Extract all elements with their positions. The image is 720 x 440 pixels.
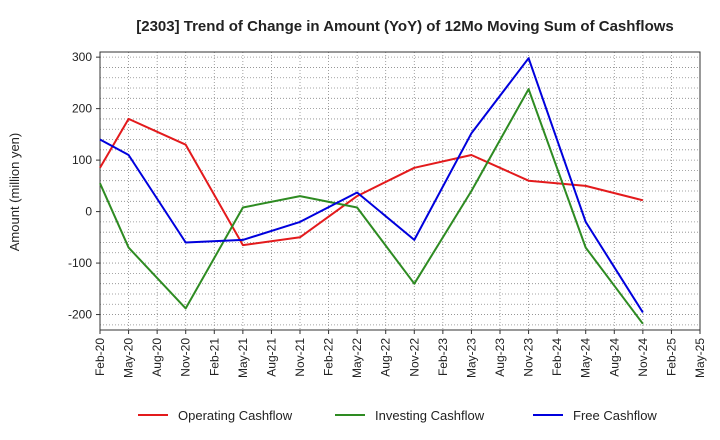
y-tick-label: -200 xyxy=(68,308,92,322)
y-tick-label: -100 xyxy=(68,256,92,270)
x-tick-label: Nov-24 xyxy=(636,338,650,377)
x-tick-label: Feb-22 xyxy=(322,338,336,376)
y-tick-label: 200 xyxy=(72,102,92,116)
x-tick-label: Feb-24 xyxy=(550,338,564,376)
series-line-operating-cashflow xyxy=(99,117,644,247)
y-tick-label: 300 xyxy=(72,50,92,64)
legend: Operating Cashflow Investing Cashflow Free… xyxy=(138,408,657,423)
plot-area xyxy=(99,51,701,331)
x-tick-label: Feb-20 xyxy=(93,338,107,376)
series-line-investing-cashflow xyxy=(99,88,644,325)
x-tick-label: Nov-20 xyxy=(179,338,193,377)
x-tick-label: Feb-21 xyxy=(207,338,221,376)
x-tick-label: May-25 xyxy=(693,338,707,378)
y-axis-label: Amount (million yen) xyxy=(7,133,22,252)
x-tick-label: Feb-25 xyxy=(664,338,678,376)
x-tick-label: Aug-22 xyxy=(379,338,393,377)
x-tick-label: Aug-24 xyxy=(607,338,621,377)
y-tick-label: 0 xyxy=(85,205,92,219)
x-tick-label: Feb-23 xyxy=(436,338,450,376)
x-tick-label: Nov-22 xyxy=(407,338,421,377)
x-tick-label: May-21 xyxy=(236,338,250,378)
x-tick-label: May-22 xyxy=(350,338,364,378)
y-tick-label: 100 xyxy=(72,153,92,167)
series-lines xyxy=(99,57,644,325)
x-tick-label: May-20 xyxy=(122,338,136,378)
x-tick-label: Aug-23 xyxy=(493,338,507,377)
y-axis: 300 200 100 0 -100 -200 xyxy=(68,50,100,322)
legend-label: Free Cashflow xyxy=(573,408,657,423)
legend-label: Operating Cashflow xyxy=(178,408,293,423)
chart-title: [2303] Trend of Change in Amount (YoY) o… xyxy=(136,18,674,35)
x-tick-label: May-24 xyxy=(579,338,593,378)
x-tick-label: Nov-23 xyxy=(522,338,536,377)
x-tick-label: Nov-21 xyxy=(293,338,307,377)
x-tick-label: Aug-21 xyxy=(264,338,278,377)
x-tick-label: May-23 xyxy=(464,338,478,378)
x-axis: Feb-20 May-20 Aug-20 Nov-20 Feb-21 May-21 Aug-… xyxy=(93,330,707,378)
x-tick-label: Aug-20 xyxy=(150,338,164,377)
series-line-free-cashflow xyxy=(99,57,644,314)
legend-label: Investing Cashflow xyxy=(375,408,485,423)
